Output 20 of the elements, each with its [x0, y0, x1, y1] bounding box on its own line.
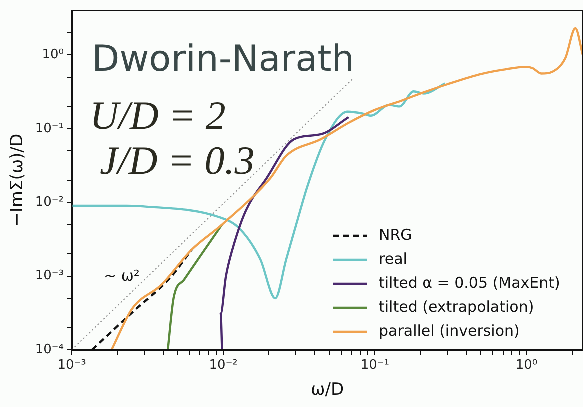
- x-tick-label: 10⁻¹: [360, 358, 390, 374]
- legend-label: NRG: [379, 226, 412, 244]
- x-tick-label: 10⁻²: [209, 358, 238, 374]
- annotation: U/D = 2: [90, 92, 226, 138]
- legend-label: parallel (inversion): [379, 322, 520, 340]
- y-tick-label: 10⁻¹: [35, 121, 64, 136]
- annotation: J/D = 0.3: [100, 138, 255, 183]
- x-tick-label: 10⁰: [516, 358, 538, 374]
- y-tick-label: 10⁻²: [35, 194, 64, 210]
- legend-label: tilted α = 0.05 (MaxEnt): [379, 274, 560, 292]
- legend-label: real: [379, 250, 408, 268]
- y-tick-label: 10⁻³: [35, 268, 64, 284]
- x-tick-label: 10⁻³: [58, 358, 86, 374]
- annotation: ~ ω²: [104, 266, 140, 285]
- y-tick-label: 10⁻⁴: [35, 342, 64, 358]
- x-axis-title: ω/D: [310, 380, 344, 400]
- y-axis-title: −ImΣ(ω)/D: [8, 134, 28, 227]
- y-tick-label: 10⁰: [42, 48, 64, 63]
- annotation: Dworin-Narath: [92, 38, 355, 80]
- legend-label: tilted (extrapolation): [379, 298, 534, 316]
